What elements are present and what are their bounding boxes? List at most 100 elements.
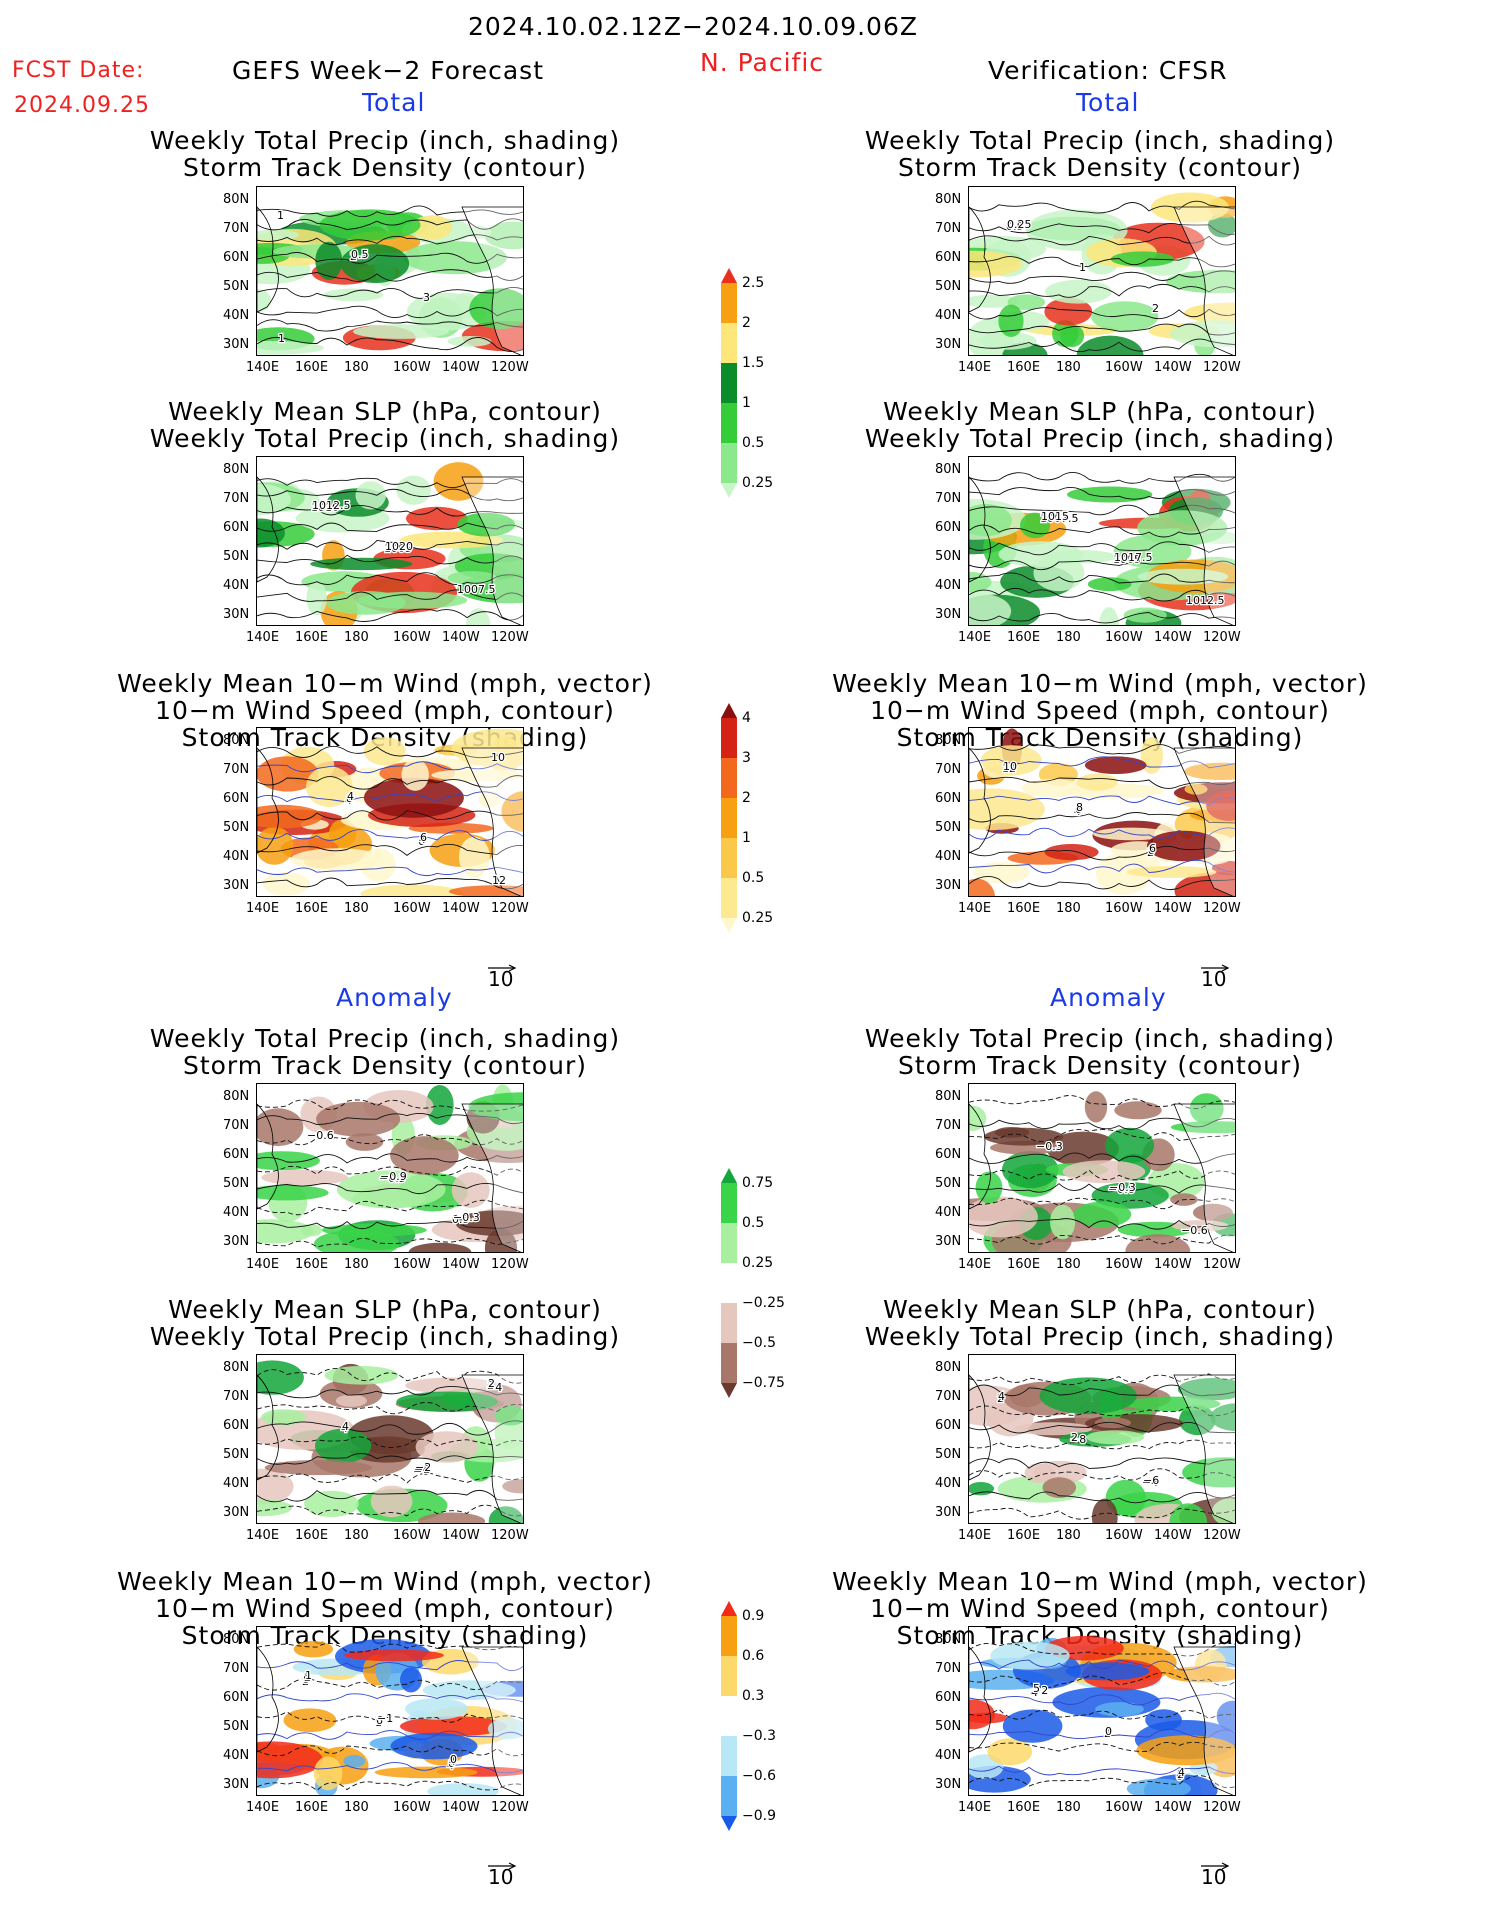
contour-label: −1	[377, 1712, 393, 1725]
lon-tick-label: 120W	[491, 630, 529, 645]
contour-label: −0.3	[453, 1211, 480, 1224]
contour-label: 4	[342, 1420, 349, 1433]
lon-tick-label: 140E	[246, 1257, 280, 1272]
shading-region	[1206, 790, 1235, 821]
coastline	[969, 747, 991, 854]
lon-tick-label: 140W	[1154, 630, 1192, 645]
contour-line	[969, 876, 1235, 891]
lon-tick-label: 120W	[1203, 1528, 1241, 1543]
lon-tick-label: 140W	[1154, 360, 1192, 375]
contour-label: 4	[341, 1422, 348, 1435]
shading-region	[406, 506, 468, 531]
contour-label: −0.3	[1109, 1181, 1136, 1194]
colorbar-segment	[721, 798, 737, 838]
colorbar-cap	[721, 1816, 737, 1831]
lat-tick-label: 70N	[935, 1118, 962, 1133]
shading-region	[969, 1699, 995, 1730]
shading-region	[1046, 1131, 1119, 1167]
contour-label: 4	[447, 1759, 454, 1772]
lat-tick-label: 50N	[935, 1176, 962, 1191]
lon-tick-label: 160W	[393, 1528, 431, 1543]
contour-label: 2	[1147, 846, 1154, 859]
shading-region	[969, 788, 1045, 831]
contour-line	[257, 1489, 523, 1503]
colorbar-tick-label: 0.5	[742, 1215, 765, 1231]
colorbar-tick-label: 0.25	[742, 475, 774, 491]
coastline	[969, 476, 991, 583]
contour-line	[969, 222, 1235, 235]
lon-tick-label: 120W	[491, 1800, 529, 1815]
coastline	[1173, 1103, 1235, 1252]
contour-line	[969, 1095, 1235, 1110]
colorbar-tick-label: 1	[742, 830, 751, 846]
lat-tick-label: 40N	[223, 849, 250, 864]
contour-label: 2	[1104, 1727, 1111, 1740]
title-r-slp: Weekly Mean SLP (hPa, contour) Weekly To…	[864, 397, 1336, 453]
contour-label: 12	[492, 874, 506, 887]
lat-tick-label: 70N	[223, 491, 250, 506]
contour-line	[257, 1660, 523, 1672]
shading-region	[457, 512, 515, 537]
contour-line	[257, 829, 523, 841]
map-r-precip-anom: −0.6 −0.6 −0.3 −0.3	[968, 1083, 1236, 1253]
contour-line	[257, 1762, 523, 1774]
contour-label: 1015	[1041, 510, 1069, 523]
contour-line	[257, 205, 523, 218]
lat-tick-label: 80N	[223, 462, 250, 477]
lat-tick-label: 40N	[223, 1205, 250, 1220]
lat-tick-label: 80N	[223, 1360, 250, 1375]
vector-ref-label: 10	[488, 1865, 514, 1889]
shading-region	[455, 1210, 523, 1236]
lon-tick-label: 140W	[442, 360, 480, 375]
contour-label: 3	[423, 291, 430, 304]
coastline	[1173, 1374, 1235, 1523]
shading-region	[335, 1394, 367, 1407]
shading-region	[487, 1718, 523, 1740]
colorbar-cap	[721, 1383, 737, 1398]
vector-ref-label: 10	[488, 967, 514, 991]
contour-line	[257, 252, 523, 264]
contour-line	[969, 486, 1235, 500]
contour-label: 10	[491, 751, 505, 764]
contour-line	[257, 866, 523, 877]
contour-line	[969, 1507, 1235, 1520]
shading-region	[465, 608, 491, 625]
colorbar-tick-label: −0.9	[742, 1808, 776, 1824]
title-r-precip-anom: Weekly Total Precip (inch, shading) Stor…	[864, 1024, 1336, 1080]
contour-label: 6	[1149, 842, 1156, 855]
colorbar-tick-label: 2	[742, 790, 751, 806]
contour-label: 1005	[1113, 553, 1141, 566]
contour-line	[257, 572, 523, 586]
shading-region	[422, 1680, 516, 1700]
shading-region	[1076, 335, 1144, 355]
contour-line	[969, 1373, 1235, 1386]
lon-tick-label: 180	[1056, 630, 1081, 645]
coastline	[969, 1374, 991, 1481]
coastline	[461, 1646, 523, 1795]
contour-label: 4	[449, 1755, 456, 1768]
contour-label: 4	[1178, 1766, 1185, 1779]
contour-line	[969, 307, 1235, 320]
lon-tick-label: 140W	[1154, 901, 1192, 916]
lon-tick-label: 180	[344, 1800, 369, 1815]
contour-label: 1	[375, 1716, 382, 1729]
shading-region	[969, 250, 1023, 278]
shading-region	[1013, 1422, 1093, 1436]
shading-region	[1086, 1430, 1145, 1445]
shading-region	[257, 1360, 304, 1395]
shading-region	[257, 1499, 293, 1517]
lat-tick-label: 60N	[935, 250, 962, 265]
shading-region	[257, 518, 285, 548]
colorbar-segment	[721, 323, 737, 363]
shading-region	[304, 1490, 359, 1517]
lon-tick-label: 160E	[295, 1257, 329, 1272]
coastline	[461, 476, 523, 625]
lat-tick-label: 70N	[935, 221, 962, 236]
shading-region	[306, 766, 353, 808]
contour-line	[257, 589, 523, 602]
contour-line	[257, 1420, 523, 1436]
contour-label: 2	[302, 1675, 309, 1688]
contour-label: 4	[419, 833, 426, 846]
colorbar-tick-label: 4	[742, 710, 751, 726]
contour-label: 10	[1003, 760, 1017, 773]
